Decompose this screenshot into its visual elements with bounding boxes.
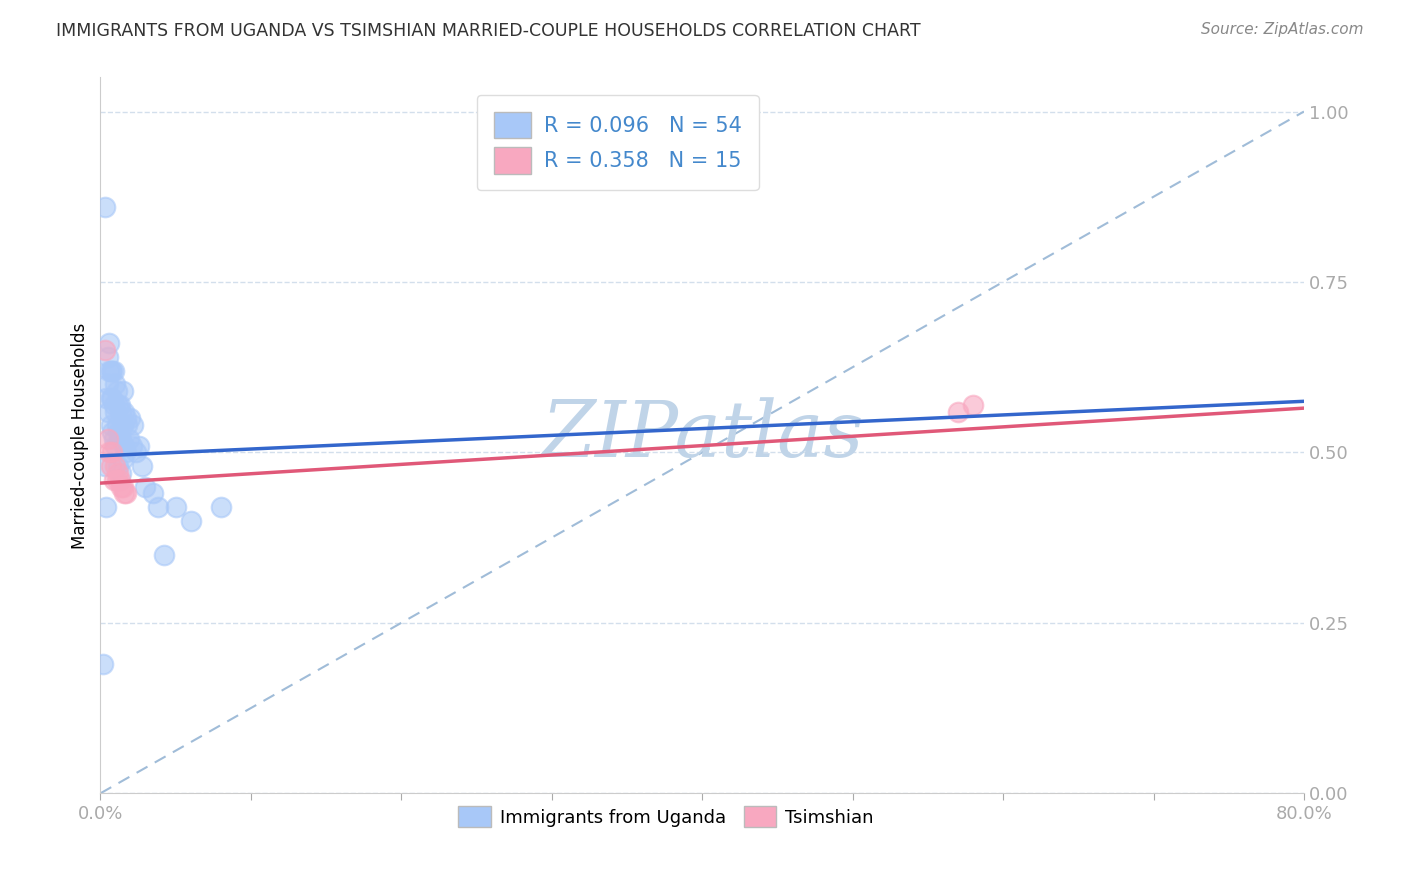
Point xyxy=(125,445,148,459)
Point xyxy=(165,500,187,514)
Point xyxy=(112,404,135,418)
Point xyxy=(118,432,141,446)
Point xyxy=(100,391,122,405)
Point xyxy=(112,486,135,500)
Point xyxy=(104,459,127,474)
Point xyxy=(108,398,131,412)
Point xyxy=(100,459,122,474)
Y-axis label: Married-couple Households: Married-couple Households xyxy=(72,322,89,549)
Point xyxy=(98,336,121,351)
Point xyxy=(105,384,128,398)
Point xyxy=(152,548,174,562)
Point xyxy=(104,404,127,418)
Point xyxy=(142,486,165,500)
Point xyxy=(101,425,124,439)
Point xyxy=(111,452,134,467)
Point xyxy=(105,418,128,433)
Point xyxy=(103,398,125,412)
Point xyxy=(100,363,122,377)
Point xyxy=(105,473,128,487)
Point xyxy=(108,432,131,446)
Point xyxy=(101,391,124,405)
Point xyxy=(946,404,969,418)
Point xyxy=(104,439,127,453)
Point xyxy=(94,459,117,474)
Point xyxy=(962,398,984,412)
Point xyxy=(107,459,129,474)
Point xyxy=(100,418,122,433)
Point xyxy=(104,377,127,392)
Point xyxy=(110,404,132,418)
Point xyxy=(146,500,169,514)
Point xyxy=(98,363,121,377)
Point xyxy=(101,363,124,377)
Point xyxy=(97,377,120,392)
Text: Source: ZipAtlas.com: Source: ZipAtlas.com xyxy=(1201,22,1364,37)
Point xyxy=(107,398,129,412)
Point xyxy=(94,343,117,358)
Point xyxy=(94,200,117,214)
Point xyxy=(111,384,134,398)
Point xyxy=(112,439,135,453)
Point xyxy=(131,459,153,474)
Point xyxy=(110,479,132,493)
Point xyxy=(97,432,120,446)
Point xyxy=(115,445,138,459)
Point xyxy=(101,445,124,459)
Point xyxy=(107,466,129,480)
Point xyxy=(97,350,120,364)
Point xyxy=(134,479,156,493)
Text: ZIPatlas: ZIPatlas xyxy=(541,397,863,474)
Point xyxy=(103,473,125,487)
Point xyxy=(120,411,142,425)
Point xyxy=(93,657,115,671)
Point xyxy=(103,363,125,377)
Point xyxy=(209,500,232,514)
Point xyxy=(115,411,138,425)
Point xyxy=(117,418,139,433)
Point xyxy=(115,486,138,500)
Point xyxy=(97,404,120,418)
Legend: Immigrants from Uganda, Tsimshian: Immigrants from Uganda, Tsimshian xyxy=(451,799,882,834)
Point xyxy=(96,500,118,514)
Point xyxy=(96,391,118,405)
Point xyxy=(98,445,121,459)
Point xyxy=(121,439,143,453)
Text: IMMIGRANTS FROM UGANDA VS TSIMSHIAN MARRIED-COUPLE HOUSEHOLDS CORRELATION CHART: IMMIGRANTS FROM UGANDA VS TSIMSHIAN MARR… xyxy=(56,22,921,40)
Point xyxy=(107,425,129,439)
Point xyxy=(111,418,134,433)
Point xyxy=(110,432,132,446)
Point xyxy=(122,418,145,433)
Point xyxy=(108,473,131,487)
Point xyxy=(180,514,202,528)
Point xyxy=(128,439,150,453)
Point xyxy=(103,432,125,446)
Point xyxy=(111,479,134,493)
Point xyxy=(110,466,132,480)
